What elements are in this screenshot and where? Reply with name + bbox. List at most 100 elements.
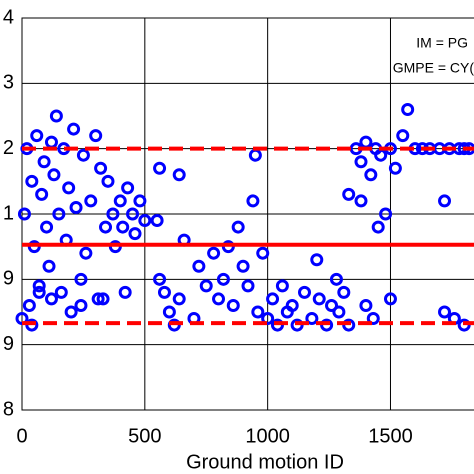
point: [285, 298, 299, 312]
point: [226, 298, 240, 312]
point: [162, 305, 176, 319]
point: [342, 187, 356, 201]
y-tick-label: 9: [3, 333, 14, 355]
annotation: IM = PG: [416, 35, 468, 51]
point: [62, 181, 76, 195]
point: [79, 246, 93, 260]
point: [89, 129, 103, 143]
point: [118, 285, 132, 299]
point: [150, 214, 164, 228]
point: [354, 155, 368, 169]
point: [54, 285, 68, 299]
point: [388, 161, 402, 175]
point: [325, 298, 339, 312]
point: [256, 246, 270, 260]
point: [101, 174, 115, 188]
point: [199, 279, 213, 293]
point: [74, 298, 88, 312]
point: [192, 259, 206, 273]
point: [366, 312, 380, 326]
point: [32, 279, 46, 293]
point: [96, 292, 110, 306]
point: [337, 285, 351, 299]
point: [371, 220, 385, 234]
point: [261, 312, 275, 326]
point: [116, 220, 130, 234]
point: [42, 259, 56, 273]
point: [64, 305, 78, 319]
point: [157, 285, 171, 299]
point: [35, 187, 49, 201]
point: [40, 220, 54, 234]
point: [32, 285, 46, 299]
point: [310, 253, 324, 267]
point: [379, 207, 393, 221]
point: [49, 109, 63, 123]
point: [153, 272, 167, 286]
point: [266, 292, 280, 306]
point: [126, 207, 140, 221]
point: [329, 272, 343, 286]
point: [44, 135, 58, 149]
y-tick-label: 3: [3, 72, 14, 94]
point: [216, 272, 230, 286]
point: [153, 161, 167, 175]
point: [67, 122, 81, 136]
y-tick-label: 2: [3, 137, 14, 159]
point: [76, 148, 90, 162]
point: [248, 148, 262, 162]
point: [438, 194, 452, 208]
point: [207, 246, 221, 260]
point: [106, 207, 120, 221]
point: [305, 312, 319, 326]
point: [37, 155, 51, 169]
point: [172, 292, 186, 306]
point: [401, 102, 415, 116]
point: [212, 292, 226, 306]
y-tick-label: 1: [3, 202, 14, 224]
point: [438, 305, 452, 319]
point: [128, 227, 142, 241]
point: [52, 207, 66, 221]
point: [17, 207, 31, 221]
point: [121, 181, 135, 195]
x-tick-label: 1500: [368, 425, 413, 447]
point: [312, 292, 326, 306]
point: [113, 194, 127, 208]
point: [30, 129, 44, 143]
point: [359, 298, 373, 312]
point: [359, 135, 373, 149]
point: [246, 194, 260, 208]
point: [138, 214, 152, 228]
point: [298, 285, 311, 299]
point: [332, 305, 346, 319]
x-axis-label: Ground motion ID: [186, 451, 344, 473]
point: [364, 168, 378, 182]
point: [275, 279, 289, 293]
point: [91, 292, 105, 306]
point: [84, 194, 98, 208]
point: [172, 168, 186, 182]
point: [74, 272, 88, 286]
point: [25, 174, 39, 188]
point: [47, 168, 61, 182]
point: [236, 259, 250, 273]
point: [69, 200, 83, 214]
point: [396, 129, 410, 143]
y-tick-label: 4: [3, 6, 14, 28]
x-tick-label: 0: [16, 425, 27, 447]
point: [99, 220, 113, 234]
x-tick-label: 1000: [245, 425, 290, 447]
annotation: GMPE = CY(: [393, 60, 474, 76]
point: [374, 148, 388, 162]
point: [22, 298, 36, 312]
point: [133, 194, 147, 208]
point: [231, 220, 245, 234]
point: [354, 194, 368, 208]
x-tick-label: 500: [128, 425, 161, 447]
y-tick-label: 9: [3, 268, 14, 290]
point: [241, 279, 255, 293]
point: [44, 292, 58, 306]
point: [94, 161, 108, 175]
